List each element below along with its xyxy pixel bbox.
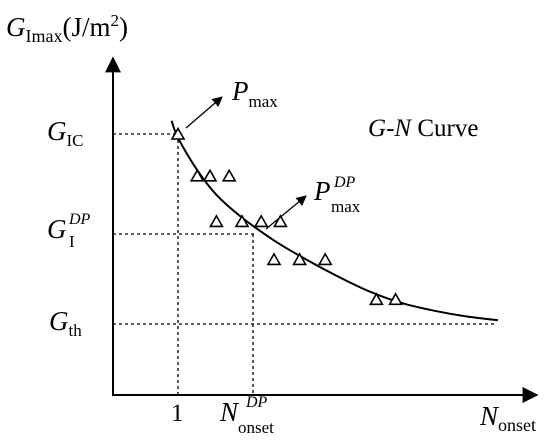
x-axis-title-main: N [479, 401, 500, 431]
p-max-label: Pmax [231, 76, 278, 111]
x-tick-n-dp-sup: DP [245, 394, 268, 411]
y-label-g-i-dp-main: G [47, 214, 67, 244]
data-point-12 [369, 292, 384, 306]
data-point-4 [221, 168, 237, 182]
y-axis-title-unit-close: ) [119, 12, 128, 42]
data-point-8 [273, 214, 288, 228]
y-label-g-th: Gth [49, 306, 82, 340]
chart-title-dash: - [386, 115, 394, 142]
y-label-g-th-sub: th [69, 321, 83, 340]
p-max-dp-sup: DP [333, 174, 356, 191]
y-label-g-ic: GIC [47, 116, 84, 150]
p-max-dp-arrow [265, 195, 307, 230]
chart-title-n: N [393, 115, 412, 142]
data-point-7 [253, 214, 269, 228]
reference-lines [113, 133, 495, 395]
y-label-g-th-main: G [49, 306, 69, 336]
data-point-13 [388, 292, 403, 306]
data-point-3 [202, 168, 218, 182]
p-max-arrow [185, 96, 223, 129]
x-tick-n-dp-sub: onset [238, 418, 274, 437]
chart-title: G-N Curve [368, 115, 478, 142]
y-label-g-ic-sub: IC [67, 131, 84, 150]
y-axis-title: GImax(J/m2) [6, 11, 128, 46]
y-axis-title-unit-sup: 2 [111, 11, 120, 30]
data-point-10 [292, 252, 307, 266]
chart-title-g: G [368, 115, 386, 142]
x-tick-one: 1 [171, 400, 184, 427]
fit-curve [170, 120, 499, 322]
y-label-g-i-dp-sup: DP [68, 211, 91, 228]
x-axis-title: Nonset [479, 401, 536, 435]
p-max-sub: max [249, 92, 279, 111]
data-point-1 [170, 126, 186, 140]
p-max-dp-main: P [313, 176, 331, 206]
data-point-11 [317, 252, 333, 266]
chart-title-rest: Curve [411, 115, 478, 142]
data-point-9 [266, 252, 282, 266]
y-label-g-i-dp: G [47, 214, 67, 244]
data-point-5 [209, 214, 224, 228]
x-tick-n-dp-main: N [219, 397, 240, 427]
p-max-dp-sub: max [331, 197, 361, 216]
y-axis-title-main: G [6, 12, 26, 42]
y-label-g-ic-main: G [47, 116, 67, 146]
y-axis-title-sub: Imax [26, 26, 63, 46]
data-points [170, 126, 403, 306]
p-max-main: P [231, 76, 249, 106]
data-point-2 [189, 168, 205, 182]
y-axis-title-unit: (J/m [62, 12, 110, 42]
x-axis-title-sub: onset [498, 415, 536, 435]
data-point-6 [234, 214, 250, 228]
y-label-g-i-dp-sub: I [69, 232, 75, 251]
